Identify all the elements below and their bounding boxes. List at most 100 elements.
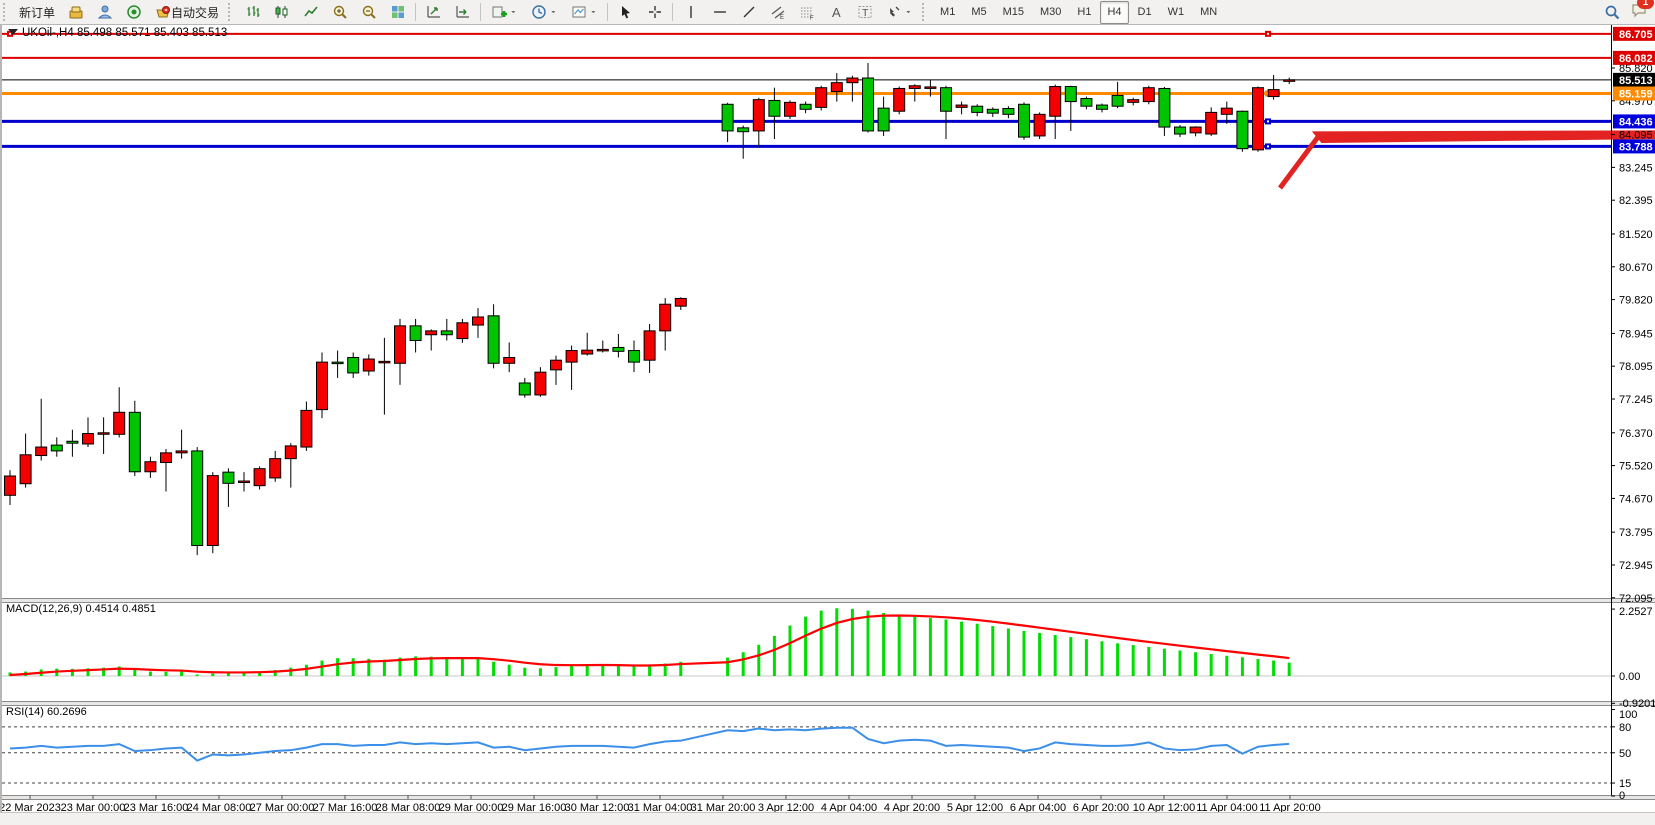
price-tick-label: 83.245 bbox=[1619, 162, 1653, 174]
timeframe-mn-button[interactable]: MN bbox=[1200, 6, 1218, 18]
time-tick-label: 29 Mar 00:00 bbox=[439, 802, 504, 812]
time-tick-label: 22 Mar 2023 bbox=[2, 802, 61, 812]
rsi-axis-label: 15 bbox=[1619, 778, 1631, 790]
price-tick-label: 78.945 bbox=[1619, 328, 1653, 340]
chart-window[interactable]: 85.820 84.970 84.095 83.245 82.395 81.520 80.6… bbox=[0, 25, 1655, 814]
price-badge-label: 84.436 bbox=[1619, 116, 1653, 128]
time-tick-label: 27 Mar 00:00 bbox=[250, 802, 315, 812]
price-badge bbox=[1613, 139, 1655, 154]
line-chart-button[interactable] bbox=[297, 1, 324, 24]
price-badge bbox=[1613, 86, 1655, 101]
search-icon[interactable] bbox=[1603, 4, 1620, 21]
notifications-button[interactable]: 1 bbox=[1630, 0, 1654, 23]
text-a-icon: A bbox=[827, 4, 844, 21]
market-watch-icon bbox=[67, 4, 84, 21]
rsi-axis-label: 50 bbox=[1619, 748, 1631, 760]
price-chart[interactable]: 85.82084.97084.09583.24582.39581.52080.6… bbox=[0, 25, 1655, 814]
chart-menu-icon[interactable] bbox=[8, 29, 18, 35]
status-strip bbox=[0, 812, 1655, 825]
bar-chart-button[interactable] bbox=[239, 1, 266, 24]
zoom-in-button[interactable] bbox=[326, 1, 353, 24]
vertical-line-icon bbox=[682, 4, 699, 21]
price-badge-label: 83.788 bbox=[1619, 141, 1653, 153]
tile-windows-button[interactable] bbox=[384, 1, 411, 24]
fibonacci-button[interactable]: F bbox=[793, 1, 820, 24]
data-window-button[interactable] bbox=[91, 1, 118, 24]
timeframe-h4-button[interactable]: H4 bbox=[1100, 0, 1129, 24]
autotrading-button[interactable]: 自动交易 bbox=[149, 1, 224, 24]
time-tick-label: 24 Mar 08:00 bbox=[187, 802, 252, 812]
price-tick-label: 76.370 bbox=[1619, 428, 1653, 440]
rsi-line bbox=[9, 726, 1290, 762]
template-button[interactable] bbox=[565, 1, 603, 24]
price-tick-label: 78.095 bbox=[1619, 361, 1653, 373]
horizontal-line-button[interactable] bbox=[706, 1, 733, 24]
timeframe-h1-button[interactable]: H1 bbox=[1077, 6, 1092, 18]
text-button[interactable]: A bbox=[822, 1, 849, 24]
timeframe-m15-button[interactable]: M15 bbox=[1002, 6, 1024, 18]
bar-chart-icon bbox=[244, 4, 261, 21]
fibonacci-icon: F bbox=[798, 4, 815, 21]
new-order-button[interactable]: 新订单 bbox=[19, 5, 56, 20]
macd-axis-label: 0.00 bbox=[1619, 671, 1640, 683]
price-tick-label: 73.795 bbox=[1619, 527, 1653, 539]
cursor-button[interactable] bbox=[612, 1, 639, 24]
rsi-axis-label: 100 bbox=[1619, 709, 1637, 721]
time-tick-label: 30 Mar 12:00 bbox=[565, 802, 630, 812]
toolbar-separator bbox=[415, 3, 417, 21]
horizontal-line-objects[interactable] bbox=[2, 30, 1611, 150]
price-badge-label: 85.513 bbox=[1619, 75, 1653, 87]
time-tick-label: 3 Apr 12:00 bbox=[758, 802, 814, 812]
arrow-objects-button[interactable] bbox=[880, 1, 918, 24]
time-tick-label: 5 Apr 12:00 bbox=[947, 802, 1003, 812]
cursor-icon bbox=[617, 4, 634, 21]
add-indicator-icon bbox=[490, 4, 507, 21]
chevron-down-icon[interactable] bbox=[589, 8, 598, 17]
price-tick-label: 85.820 bbox=[1619, 63, 1653, 75]
market-watch-button[interactable] bbox=[62, 1, 89, 24]
svg-text:E: E bbox=[780, 15, 784, 20]
zoom-in-icon bbox=[331, 4, 348, 21]
price-badge-label: 86.705 bbox=[1619, 29, 1653, 41]
chevron-down-icon[interactable] bbox=[549, 8, 558, 17]
timeframe-m1-button[interactable]: M1 bbox=[940, 6, 956, 18]
timeframe-m5-button[interactable]: M5 bbox=[971, 6, 987, 18]
toolbar-grip bbox=[922, 3, 929, 21]
time-tick-label: 11 Apr 20:00 bbox=[1259, 802, 1321, 812]
period-button[interactable] bbox=[525, 1, 563, 24]
chart-autoscroll-button[interactable] bbox=[449, 1, 476, 24]
crosshair-button[interactable] bbox=[641, 1, 668, 24]
annotation-arrow[interactable] bbox=[1277, 127, 1655, 190]
toolbar-separator bbox=[607, 3, 609, 21]
vertical-line-button[interactable] bbox=[677, 1, 704, 24]
trendline-button[interactable] bbox=[735, 1, 762, 24]
candlestick-chart-button[interactable] bbox=[268, 1, 295, 24]
navigator-button[interactable] bbox=[120, 1, 147, 24]
price-tick-label: 72.945 bbox=[1619, 560, 1653, 572]
zoom-out-button[interactable] bbox=[355, 1, 382, 24]
macd-axis-label: -0.9201 bbox=[1619, 698, 1655, 710]
timeframe-w1-button[interactable]: W1 bbox=[1167, 6, 1185, 18]
time-tick-label: 31 Mar 04:00 bbox=[628, 802, 693, 812]
price-tick-label: 74.670 bbox=[1619, 493, 1653, 505]
horizontal-line-icon bbox=[711, 4, 728, 21]
timeframe-d1-button[interactable]: D1 bbox=[1137, 6, 1152, 18]
toolbar-separator bbox=[480, 3, 482, 21]
tile-windows-icon bbox=[389, 4, 406, 21]
line-chart-icon bbox=[302, 4, 319, 21]
add-indicator-button[interactable] bbox=[485, 1, 523, 24]
toolbar-grip bbox=[228, 3, 235, 21]
chevron-down-icon[interactable] bbox=[904, 8, 913, 17]
price-badge-label: 86.082 bbox=[1619, 53, 1653, 65]
macd-label: MACD(12,26,9) 0.4514 0.4851 bbox=[6, 603, 156, 615]
notification-badge: 1 bbox=[1637, 0, 1654, 10]
price-badge-label: 85.159 bbox=[1619, 89, 1653, 101]
price-axis: 85.82084.97084.09583.24582.39581.52080.6… bbox=[1611, 26, 1655, 605]
text-label-button[interactable]: T bbox=[851, 1, 878, 24]
chart-shift-button[interactable] bbox=[420, 1, 447, 24]
time-tick-label: 31 Mar 20:00 bbox=[691, 802, 756, 812]
chevron-down-icon[interactable] bbox=[509, 8, 518, 17]
timeframe-m30-button[interactable]: M30 bbox=[1040, 6, 1062, 18]
equidistant-channel-button[interactable]: E bbox=[764, 1, 791, 24]
price-badge bbox=[1613, 50, 1655, 65]
